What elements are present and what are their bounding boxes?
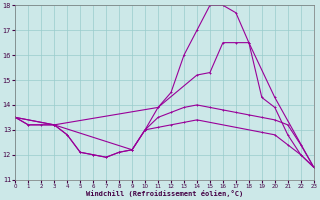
X-axis label: Windchill (Refroidissement éolien,°C): Windchill (Refroidissement éolien,°C): [86, 190, 243, 197]
